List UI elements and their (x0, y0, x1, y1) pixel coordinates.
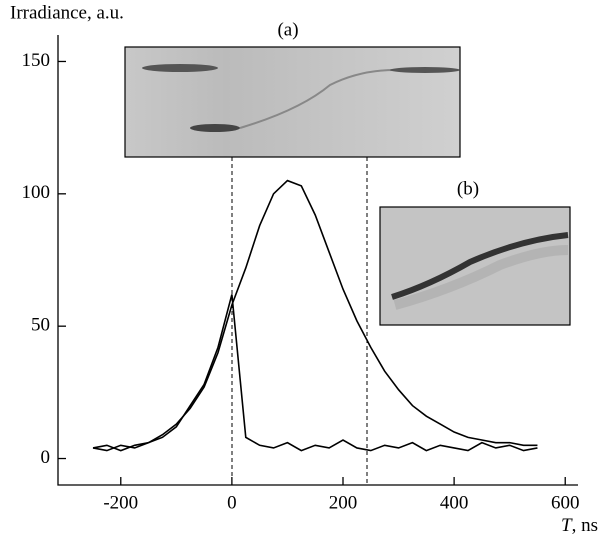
y-axis-label: Irradiance, a.u. (10, 2, 124, 23)
axes (57, 35, 578, 486)
x-tick-label: -200 (103, 492, 138, 513)
data-line (92, 179, 538, 452)
inset-label: (a) (277, 19, 298, 40)
x-tick-label: 600 (551, 492, 580, 513)
x-label-unit: , ns (572, 515, 598, 536)
x-tick-label: 200 (329, 492, 358, 513)
inset-a (124, 46, 461, 158)
data-line (92, 294, 538, 452)
x-tick-label: 0 (227, 492, 237, 513)
y-tick-label: 50 (31, 315, 50, 336)
y-tick-label: 100 (22, 182, 51, 203)
inset-label: (b) (457, 178, 479, 199)
y-tick-label: 0 (41, 447, 51, 468)
inset-b (379, 206, 571, 326)
x-axis-label: T, ns (561, 515, 598, 536)
y-tick-label: 150 (22, 50, 51, 71)
x-tick-label: 400 (440, 492, 469, 513)
x-label-var: T (561, 515, 573, 536)
